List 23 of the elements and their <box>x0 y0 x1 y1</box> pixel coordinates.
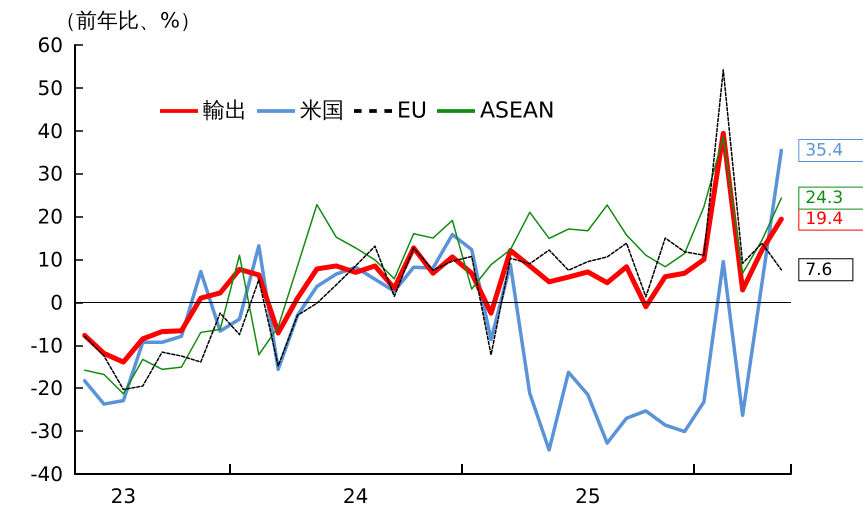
y-axis-title: （前年比、%） <box>55 8 201 32</box>
y-tick-label: 40 <box>38 118 63 143</box>
data-label: 35.4 <box>805 140 844 161</box>
y-tick-label: -40 <box>30 462 63 486</box>
legend-label: EU <box>397 98 428 124</box>
y-tick-label: 50 <box>38 76 63 100</box>
x-tick-label: 23 <box>110 484 136 508</box>
y-tick-label: 10 <box>38 248 63 272</box>
y-tick-label: -20 <box>30 376 63 400</box>
legend-label: 輸出 <box>203 98 247 124</box>
legend-label: ASEAN <box>480 98 554 124</box>
x-tick-label: 25 <box>575 484 601 508</box>
y-tick-label: 30 <box>38 162 63 186</box>
y-tick-label: 0 <box>50 290 63 314</box>
y-tick-label: -10 <box>30 333 63 358</box>
data-label: 19.4 <box>805 209 844 230</box>
data-label: 7.6 <box>805 260 832 280</box>
y-tick-label: 60 <box>38 33 63 57</box>
y-tick-label: -30 <box>30 419 63 444</box>
y-tick-label: 20 <box>38 204 63 229</box>
data-label: 24.3 <box>805 188 844 208</box>
x-tick-label: 24 <box>342 484 368 508</box>
legend-label: 米国 <box>300 98 344 124</box>
